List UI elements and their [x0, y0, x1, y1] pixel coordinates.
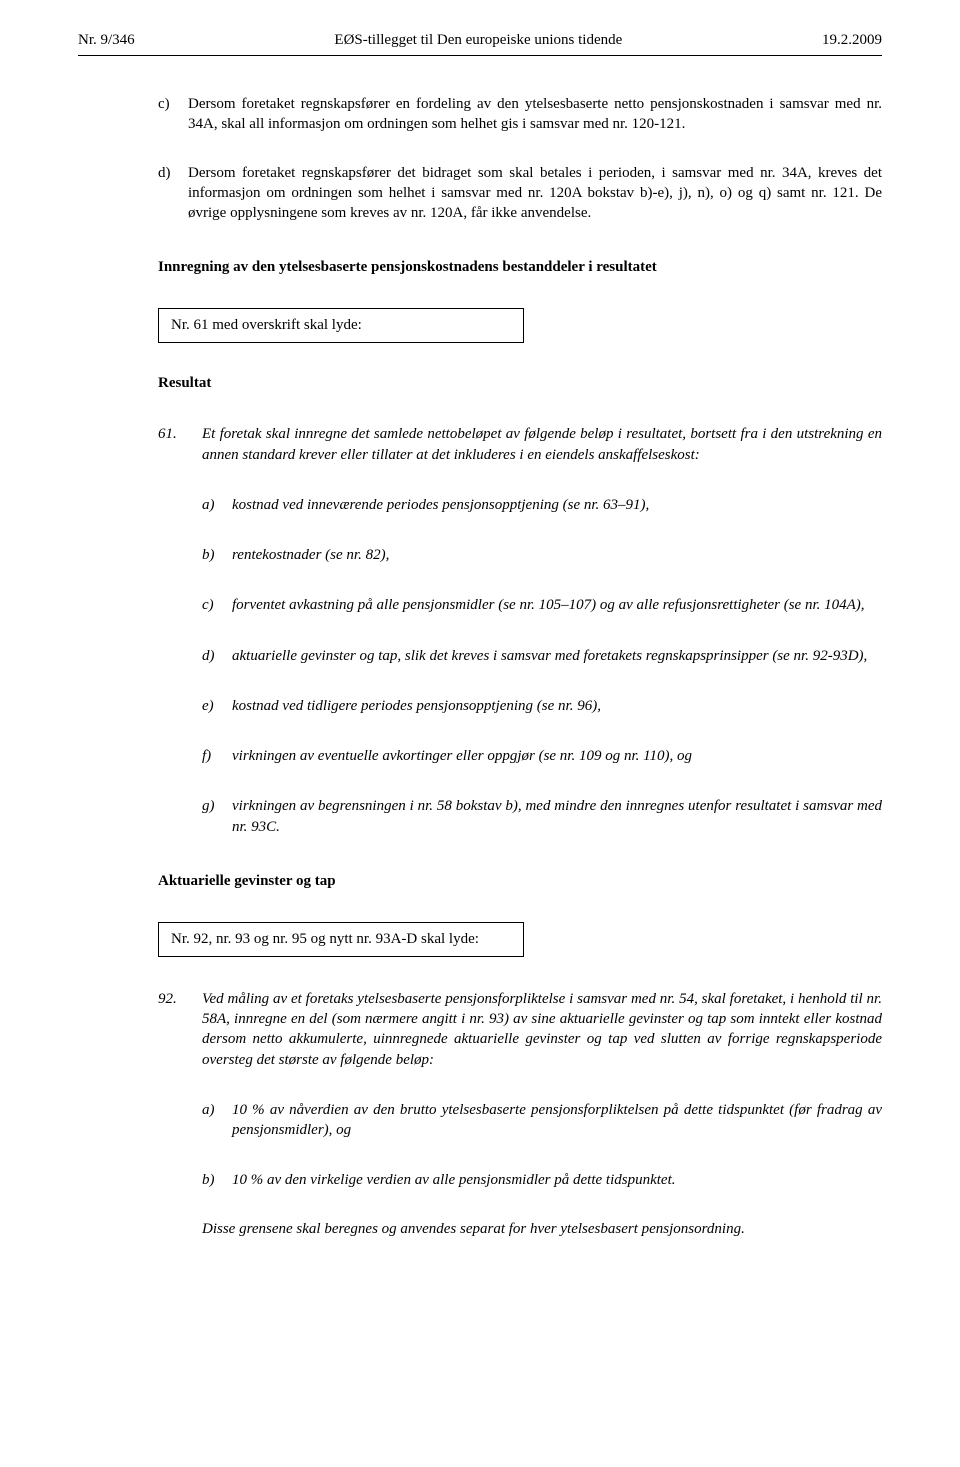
text-c: Dersom foretaket regnskapsfører en forde…: [188, 94, 882, 135]
item-61-b: b) rentekostnader (se nr. 82),: [202, 545, 882, 565]
paragraph-d: d) Dersom foretaket regnskapsfører det b…: [158, 163, 882, 224]
section-heading-aktuarielle: Aktuarielle gevinster og tap: [158, 873, 882, 890]
text-92-a: 10 % av nåverdien av den brutto ytelsesb…: [232, 1100, 882, 1141]
item-61-c: c) forventet avkastning på alle pensjons…: [202, 595, 882, 615]
marker-92-b: b): [202, 1170, 232, 1190]
marker-d: d): [158, 163, 188, 224]
item-61-e: e) kostnad ved tidligere periodes pensjo…: [202, 696, 882, 716]
item-61-d: d) aktuarielle gevinster og tap, slik de…: [202, 646, 882, 666]
marker-c: c): [158, 94, 188, 135]
text-61-e: kostnad ved tidligere periodes pensjonso…: [232, 696, 882, 716]
document-page: Nr. 9/346 EØS-tillegget til Den europeis…: [0, 0, 960, 1467]
item-92-b: b) 10 % av den virkelige verdien av alle…: [202, 1170, 882, 1190]
marker-61-e: e): [202, 696, 232, 716]
text-61-b: rentekostnader (se nr. 82),: [232, 545, 882, 565]
text-61-d: aktuarielle gevinster og tap, slik det k…: [232, 646, 882, 666]
marker-92-a: a): [202, 1100, 232, 1141]
item-61-g: g) virkningen av begrensningen i nr. 58 …: [202, 796, 882, 837]
text-d: Dersom foretaket regnskapsfører det bidr…: [188, 163, 882, 224]
marker-61-d: d): [202, 646, 232, 666]
item-92-a: a) 10 % av nåverdien av den brutto ytels…: [202, 1100, 882, 1141]
num-61: 61.: [158, 424, 202, 465]
header-divider: [78, 55, 882, 56]
text-92: Ved måling av et foretaks ytelsesbaserte…: [202, 989, 882, 1070]
text-61-g: virkningen av begrensningen i nr. 58 bok…: [232, 796, 882, 837]
section-heading-innregning: Innregning av den ytelsesbaserte pensjon…: [158, 259, 882, 276]
header-title: EØS-tillegget til Den europeiske unions …: [135, 32, 822, 49]
text-61-f: virkningen av eventuelle avkortinger ell…: [232, 746, 882, 766]
text-61-c: forventet avkastning på alle pensjonsmid…: [232, 595, 882, 615]
num-92: 92.: [158, 989, 202, 1070]
reference-box-92: Nr. 92, nr. 93 og nr. 95 og nytt nr. 93A…: [158, 922, 524, 957]
sublist-92: a) 10 % av nåverdien av den brutto ytels…: [202, 1100, 882, 1191]
sublist-61: a) kostnad ved inneværende periodes pens…: [202, 495, 882, 837]
text-61: Et foretak skal innregne det samlede net…: [202, 424, 882, 465]
item-61-a: a) kostnad ved inneværende periodes pens…: [202, 495, 882, 515]
marker-61-a: a): [202, 495, 232, 515]
text-61-a: kostnad ved inneværende periodes pensjon…: [232, 495, 882, 515]
reference-box-61: Nr. 61 med overskrift skal lyde:: [158, 308, 524, 343]
paragraph-61: 61. Et foretak skal innregne det samlede…: [158, 424, 882, 465]
subheading-resultat: Resultat: [158, 375, 882, 392]
content-block: c) Dersom foretaket regnskapsfører en fo…: [158, 94, 882, 1238]
page-header: Nr. 9/346 EØS-tillegget til Den europeis…: [78, 32, 882, 49]
footer-sentence: Disse grensene skal beregnes og anvendes…: [202, 1221, 882, 1238]
marker-61-c: c): [202, 595, 232, 615]
paragraph-92: 92. Ved måling av et foretaks ytelsesbas…: [158, 989, 882, 1070]
paragraph-c: c) Dersom foretaket regnskapsfører en fo…: [158, 94, 882, 135]
header-date: 19.2.2009: [822, 32, 882, 49]
marker-61-b: b): [202, 545, 232, 565]
marker-61-f: f): [202, 746, 232, 766]
text-92-b: 10 % av den virkelige verdien av alle pe…: [232, 1170, 882, 1190]
item-61-f: f) virkningen av eventuelle avkortinger …: [202, 746, 882, 766]
header-page-number: Nr. 9/346: [78, 32, 135, 49]
marker-61-g: g): [202, 796, 232, 837]
